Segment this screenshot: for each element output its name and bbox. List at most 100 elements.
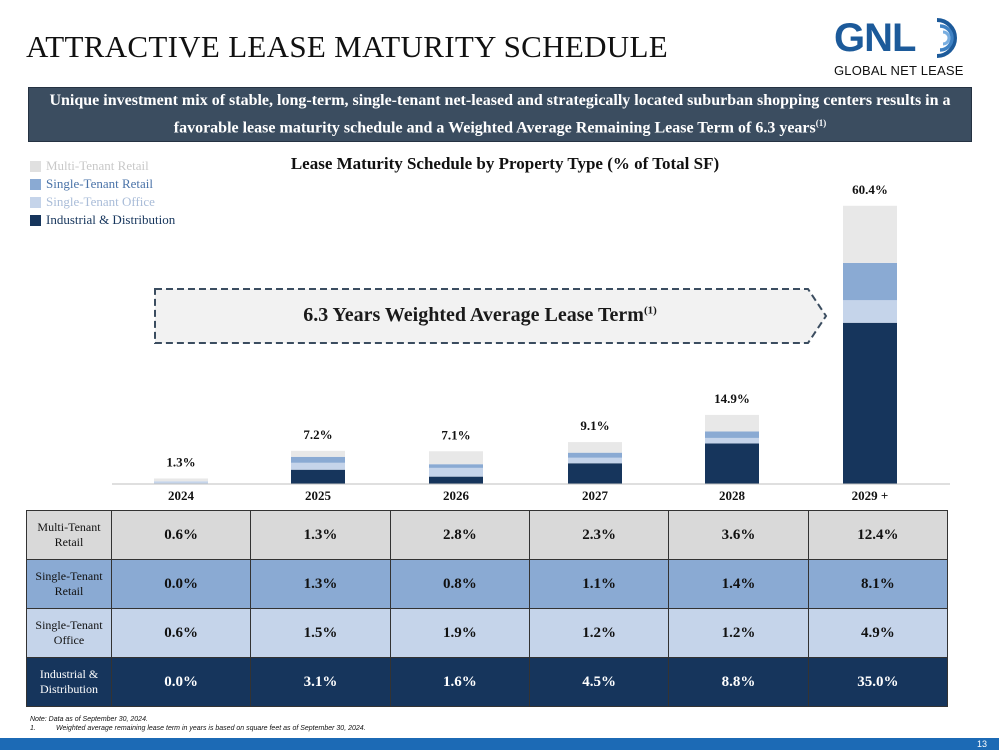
bar-segment bbox=[291, 462, 345, 470]
row-label-line: Office bbox=[53, 633, 85, 647]
legend-item: Multi-Tenant Retail bbox=[30, 157, 175, 175]
row-label-line: Distribution bbox=[39, 682, 98, 696]
x-tick-label: 2024 bbox=[168, 488, 195, 503]
summary-banner: Unique investment mix of stable, long-te… bbox=[28, 87, 972, 142]
legend-swatch bbox=[30, 160, 41, 172]
x-tick-label: 2025 bbox=[305, 488, 332, 503]
bar-total-label: 14.9% bbox=[714, 391, 750, 406]
table-cell: 3.6% bbox=[668, 510, 809, 560]
table-cell: 1.3% bbox=[250, 559, 391, 609]
row-label: Multi-Tenant Retail bbox=[26, 510, 112, 560]
row-label: Industrial & Distribution bbox=[26, 657, 112, 707]
page-number: 13 bbox=[976, 739, 987, 749]
legend-label: Industrial & Distribution bbox=[46, 212, 176, 227]
bar-segment bbox=[568, 442, 622, 453]
table-cell: 8.1% bbox=[807, 559, 949, 609]
table-row: Industrial & Distribution 0.0% 3.1% 1.6% 4.5%… bbox=[26, 657, 949, 707]
bar-segment bbox=[429, 467, 483, 477]
table-cell: 0.0% bbox=[110, 559, 252, 609]
table-cell: 1.2% bbox=[668, 608, 809, 658]
table-cell: 1.2% bbox=[528, 608, 670, 658]
row-label-line: Multi-Tenant bbox=[37, 520, 101, 534]
table-cell: 1.4% bbox=[668, 559, 809, 609]
row-label-line: Single-Tenant bbox=[35, 569, 103, 583]
table-cell: 1.6% bbox=[389, 657, 530, 707]
table-cell: 0.8% bbox=[389, 559, 530, 609]
bar-segment bbox=[705, 437, 759, 444]
legend-label: Single-Tenant Office bbox=[46, 194, 155, 209]
bar-segment bbox=[705, 414, 759, 432]
note-line: Note: Data as of September 30, 2024. bbox=[30, 716, 148, 723]
bar-segment bbox=[291, 450, 345, 457]
row-label-line: Industrial & bbox=[39, 667, 99, 681]
table-row: Single-Tenant Office 0.6% 1.5% 1.9% 1.2% 1.2% 4… bbox=[26, 608, 949, 658]
bar-segment bbox=[843, 300, 897, 323]
x-tick-label: 2029 + bbox=[852, 488, 889, 503]
table-cell: 12.4% bbox=[807, 510, 949, 560]
weighted-lease-term-callout-arrow bbox=[154, 288, 828, 344]
bar-total-label: 60.4% bbox=[852, 182, 888, 197]
bar-segment bbox=[429, 451, 483, 465]
logo-subtitle: GLOBAL NET LEASE bbox=[834, 63, 964, 78]
legend-swatch bbox=[30, 196, 41, 208]
bar-segment bbox=[154, 481, 208, 484]
row-label-line: Retail bbox=[54, 535, 84, 549]
row-label: Single-Tenant Office bbox=[26, 608, 112, 658]
bar-segment bbox=[843, 262, 897, 301]
logo-swirl-icon bbox=[936, 18, 957, 58]
bar-segment bbox=[291, 469, 345, 484]
bar-total-label: 9.1% bbox=[580, 418, 609, 433]
bar-segment bbox=[568, 457, 622, 464]
table-cell: 8.8% bbox=[668, 657, 809, 707]
x-tick-label: 2026 bbox=[443, 488, 470, 503]
x-tick-label: 2027 bbox=[582, 488, 609, 503]
table-cell: 2.8% bbox=[389, 510, 530, 560]
company-logo: GNL GLOBAL NET LEASE bbox=[832, 16, 972, 80]
bar-segment bbox=[705, 443, 759, 484]
bar-total-label: 7.1% bbox=[441, 427, 470, 442]
bar-segment bbox=[705, 431, 759, 438]
legend-swatch bbox=[30, 178, 41, 190]
table-cell: 2.3% bbox=[528, 510, 670, 560]
legend-item: Industrial & Distribution bbox=[30, 211, 175, 229]
table-cell: 1.3% bbox=[250, 510, 391, 560]
footer-bar bbox=[0, 738, 999, 750]
footnote-text: Weighted average remaining lease term in… bbox=[56, 725, 366, 732]
table-cell: 0.0% bbox=[110, 657, 252, 707]
legend-label: Multi-Tenant Retail bbox=[46, 158, 149, 173]
bar-segment bbox=[429, 464, 483, 468]
row-label-line: Single-Tenant bbox=[35, 618, 103, 632]
footnotes: Note: Data as of September 30, 2024. 1. W… bbox=[30, 715, 366, 733]
logo-text: GNL bbox=[834, 16, 916, 60]
bar-total-label: 7.2% bbox=[303, 427, 332, 442]
row-label-line: Retail bbox=[54, 584, 84, 598]
chart-title: Lease Maturity Schedule by Property Type… bbox=[290, 154, 720, 173]
bar-segment bbox=[843, 205, 897, 263]
bar-segment bbox=[568, 463, 622, 484]
table-row: Single-Tenant Retail 0.0% 1.3% 0.8% 1.1% 1.4% 8… bbox=[26, 559, 949, 609]
chart-legend: Multi-Tenant Retail Single-Tenant Retail… bbox=[30, 157, 175, 229]
table-cell: 4.9% bbox=[807, 608, 949, 658]
footnote-line: 1. Weighted average remaining lease term … bbox=[30, 724, 366, 733]
table-cell: 1.5% bbox=[250, 608, 391, 658]
table-cell: 3.1% bbox=[250, 657, 391, 707]
bar-segment bbox=[429, 476, 483, 484]
x-tick-label: 2028 bbox=[719, 488, 746, 503]
bar-segment bbox=[843, 322, 897, 484]
table-cell: 0.6% bbox=[110, 510, 252, 560]
banner-footnote-ref: (1) bbox=[815, 117, 827, 128]
banner-text: Unique investment mix of stable, long-te… bbox=[49, 91, 951, 137]
bar-segment bbox=[291, 456, 345, 463]
table-cell: 1.9% bbox=[389, 608, 530, 658]
callout-text: 6.3 Years Weighted Average Lease Term(1) bbox=[160, 304, 800, 327]
legend-item: Single-Tenant Office bbox=[30, 193, 175, 211]
table-cell: 0.6% bbox=[110, 608, 252, 658]
stacked-bar-chart: 1.3% 2024 7.2% 2025 7.1% 2026 9.1% 2027 14.9% 202… bbox=[112, 182, 950, 503]
page-title: ATTRACTIVE LEASE MATURITY SCHEDULE bbox=[26, 29, 668, 64]
maturity-data-table: Multi-Tenant Retail 0.6% 1.3% 2.8% 2.3% 3.6% 12… bbox=[26, 510, 949, 707]
bar-segment bbox=[568, 452, 622, 458]
footnote-number: 1. bbox=[30, 725, 36, 732]
table-row: Multi-Tenant Retail 0.6% 1.3% 2.8% 2.3% 3.6% 12… bbox=[26, 510, 949, 560]
bar-total-label: 1.3% bbox=[166, 454, 195, 469]
bar-segment bbox=[154, 478, 208, 482]
